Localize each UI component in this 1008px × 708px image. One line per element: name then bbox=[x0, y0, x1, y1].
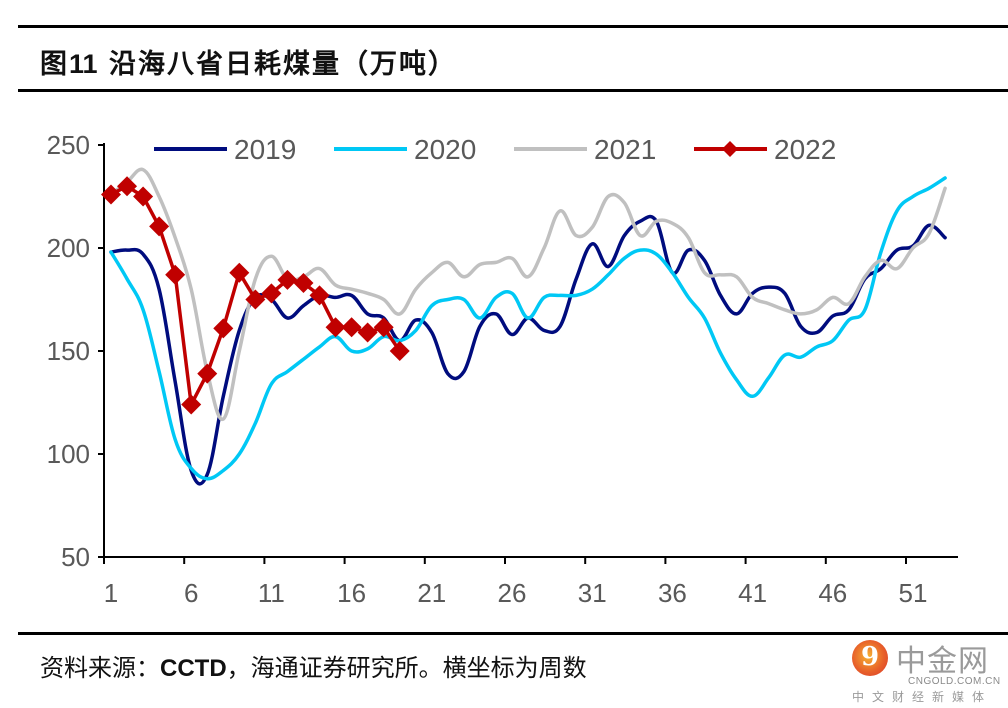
data-point-2022-w6 bbox=[181, 394, 202, 415]
series-2019 bbox=[109, 214, 947, 486]
watermark-brand: 中金网 bbox=[896, 644, 989, 679]
x-tick-label: 26 bbox=[498, 578, 527, 608]
data-point-2022-w9 bbox=[229, 262, 250, 283]
legend-label-2021: 2021 bbox=[594, 134, 656, 165]
data-point-2022-w17 bbox=[357, 322, 378, 343]
figure-label: 图 bbox=[40, 49, 69, 80]
data-point-2022-w7 bbox=[197, 363, 218, 384]
data-point-2022-w11 bbox=[261, 283, 282, 304]
y-tick-label: 200 bbox=[47, 233, 90, 263]
data-point-2022-w19 bbox=[389, 341, 410, 361]
data-point-2022-w12 bbox=[277, 269, 298, 290]
data-point-2022-w16 bbox=[341, 317, 362, 338]
series-line-2020 bbox=[109, 176, 947, 481]
series-2022 bbox=[101, 176, 410, 415]
watermark-domain: CNGOLD.COM.CN bbox=[908, 676, 1001, 687]
source-suffix: ，海通证券研究所。横坐标为周数 bbox=[226, 654, 587, 682]
x-tick-label: 21 bbox=[417, 578, 446, 608]
watermark-tagline: 中文财经新媒体 bbox=[852, 690, 993, 704]
series-layer bbox=[101, 167, 947, 486]
legend-item-2020: 2020 bbox=[334, 134, 476, 165]
series-2021 bbox=[109, 167, 947, 421]
x-tick-label: 51 bbox=[899, 578, 928, 608]
source-prefix: 资料来源： bbox=[40, 654, 160, 682]
figure-title: 图11 沿海八省日耗煤量（万吨） bbox=[40, 42, 457, 81]
data-point-2022-w2 bbox=[117, 176, 138, 197]
y-tick-label: 150 bbox=[47, 336, 90, 366]
x-tick-label: 16 bbox=[337, 578, 366, 608]
series-line-2021 bbox=[109, 167, 947, 421]
data-point-2022-w18 bbox=[373, 317, 394, 338]
top-rule bbox=[18, 25, 1008, 28]
x-tick-label: 6 bbox=[184, 578, 198, 608]
series-line-2019 bbox=[109, 214, 947, 486]
data-point-2022-w4 bbox=[149, 216, 170, 237]
cngold-watermark: 9 中金网 CNGOLD.COM.CN 中文财经新媒体 bbox=[852, 636, 1002, 704]
legend-item-2022: 2022 bbox=[694, 134, 836, 165]
data-point-2022-w10 bbox=[245, 289, 266, 310]
footer-rule bbox=[18, 632, 1008, 635]
legend-diamond-icon bbox=[722, 141, 738, 157]
x-tick-label: 31 bbox=[578, 578, 607, 608]
x-tick-label: 41 bbox=[738, 578, 767, 608]
legend-label-2022: 2022 bbox=[774, 134, 836, 165]
x-tick-label: 36 bbox=[658, 578, 687, 608]
x-tick-label: 1 bbox=[104, 578, 118, 608]
series-2020 bbox=[109, 176, 947, 481]
data-point-2022-w14 bbox=[309, 285, 330, 306]
legend-item-2019: 2019 bbox=[154, 134, 296, 165]
legend: 2019 2020 2021 2022 bbox=[154, 134, 836, 165]
figure-number: 11 bbox=[69, 49, 98, 79]
data-point-2022-w1 bbox=[101, 184, 121, 205]
y-tick-label: 100 bbox=[47, 439, 90, 469]
data-point-2022-w13 bbox=[293, 273, 314, 294]
legend-item-2021: 2021 bbox=[514, 134, 656, 165]
data-point-2022-w5 bbox=[165, 264, 186, 285]
data-point-2022-w8 bbox=[213, 318, 234, 339]
x-tick-label: 46 bbox=[818, 578, 847, 608]
x-tick-label: 11 bbox=[258, 578, 285, 608]
cngold-logo-icon: 9 bbox=[852, 640, 888, 676]
figure-title-text: 沿海八省日耗煤量（万吨） bbox=[108, 49, 457, 80]
data-point-2022-w3 bbox=[133, 186, 154, 207]
title-rule bbox=[18, 89, 1008, 92]
legend-label-2019: 2019 bbox=[234, 134, 296, 165]
source-cctd: CCTD bbox=[160, 655, 227, 682]
data-point-2022-w15 bbox=[325, 317, 346, 338]
legend-label-2020: 2020 bbox=[414, 134, 476, 165]
y-tick-label: 250 bbox=[47, 130, 90, 160]
source-note: 资料来源：CCTD，海通证券研究所。横坐标为周数 bbox=[40, 648, 587, 683]
y-tick-label: 50 bbox=[61, 542, 90, 572]
